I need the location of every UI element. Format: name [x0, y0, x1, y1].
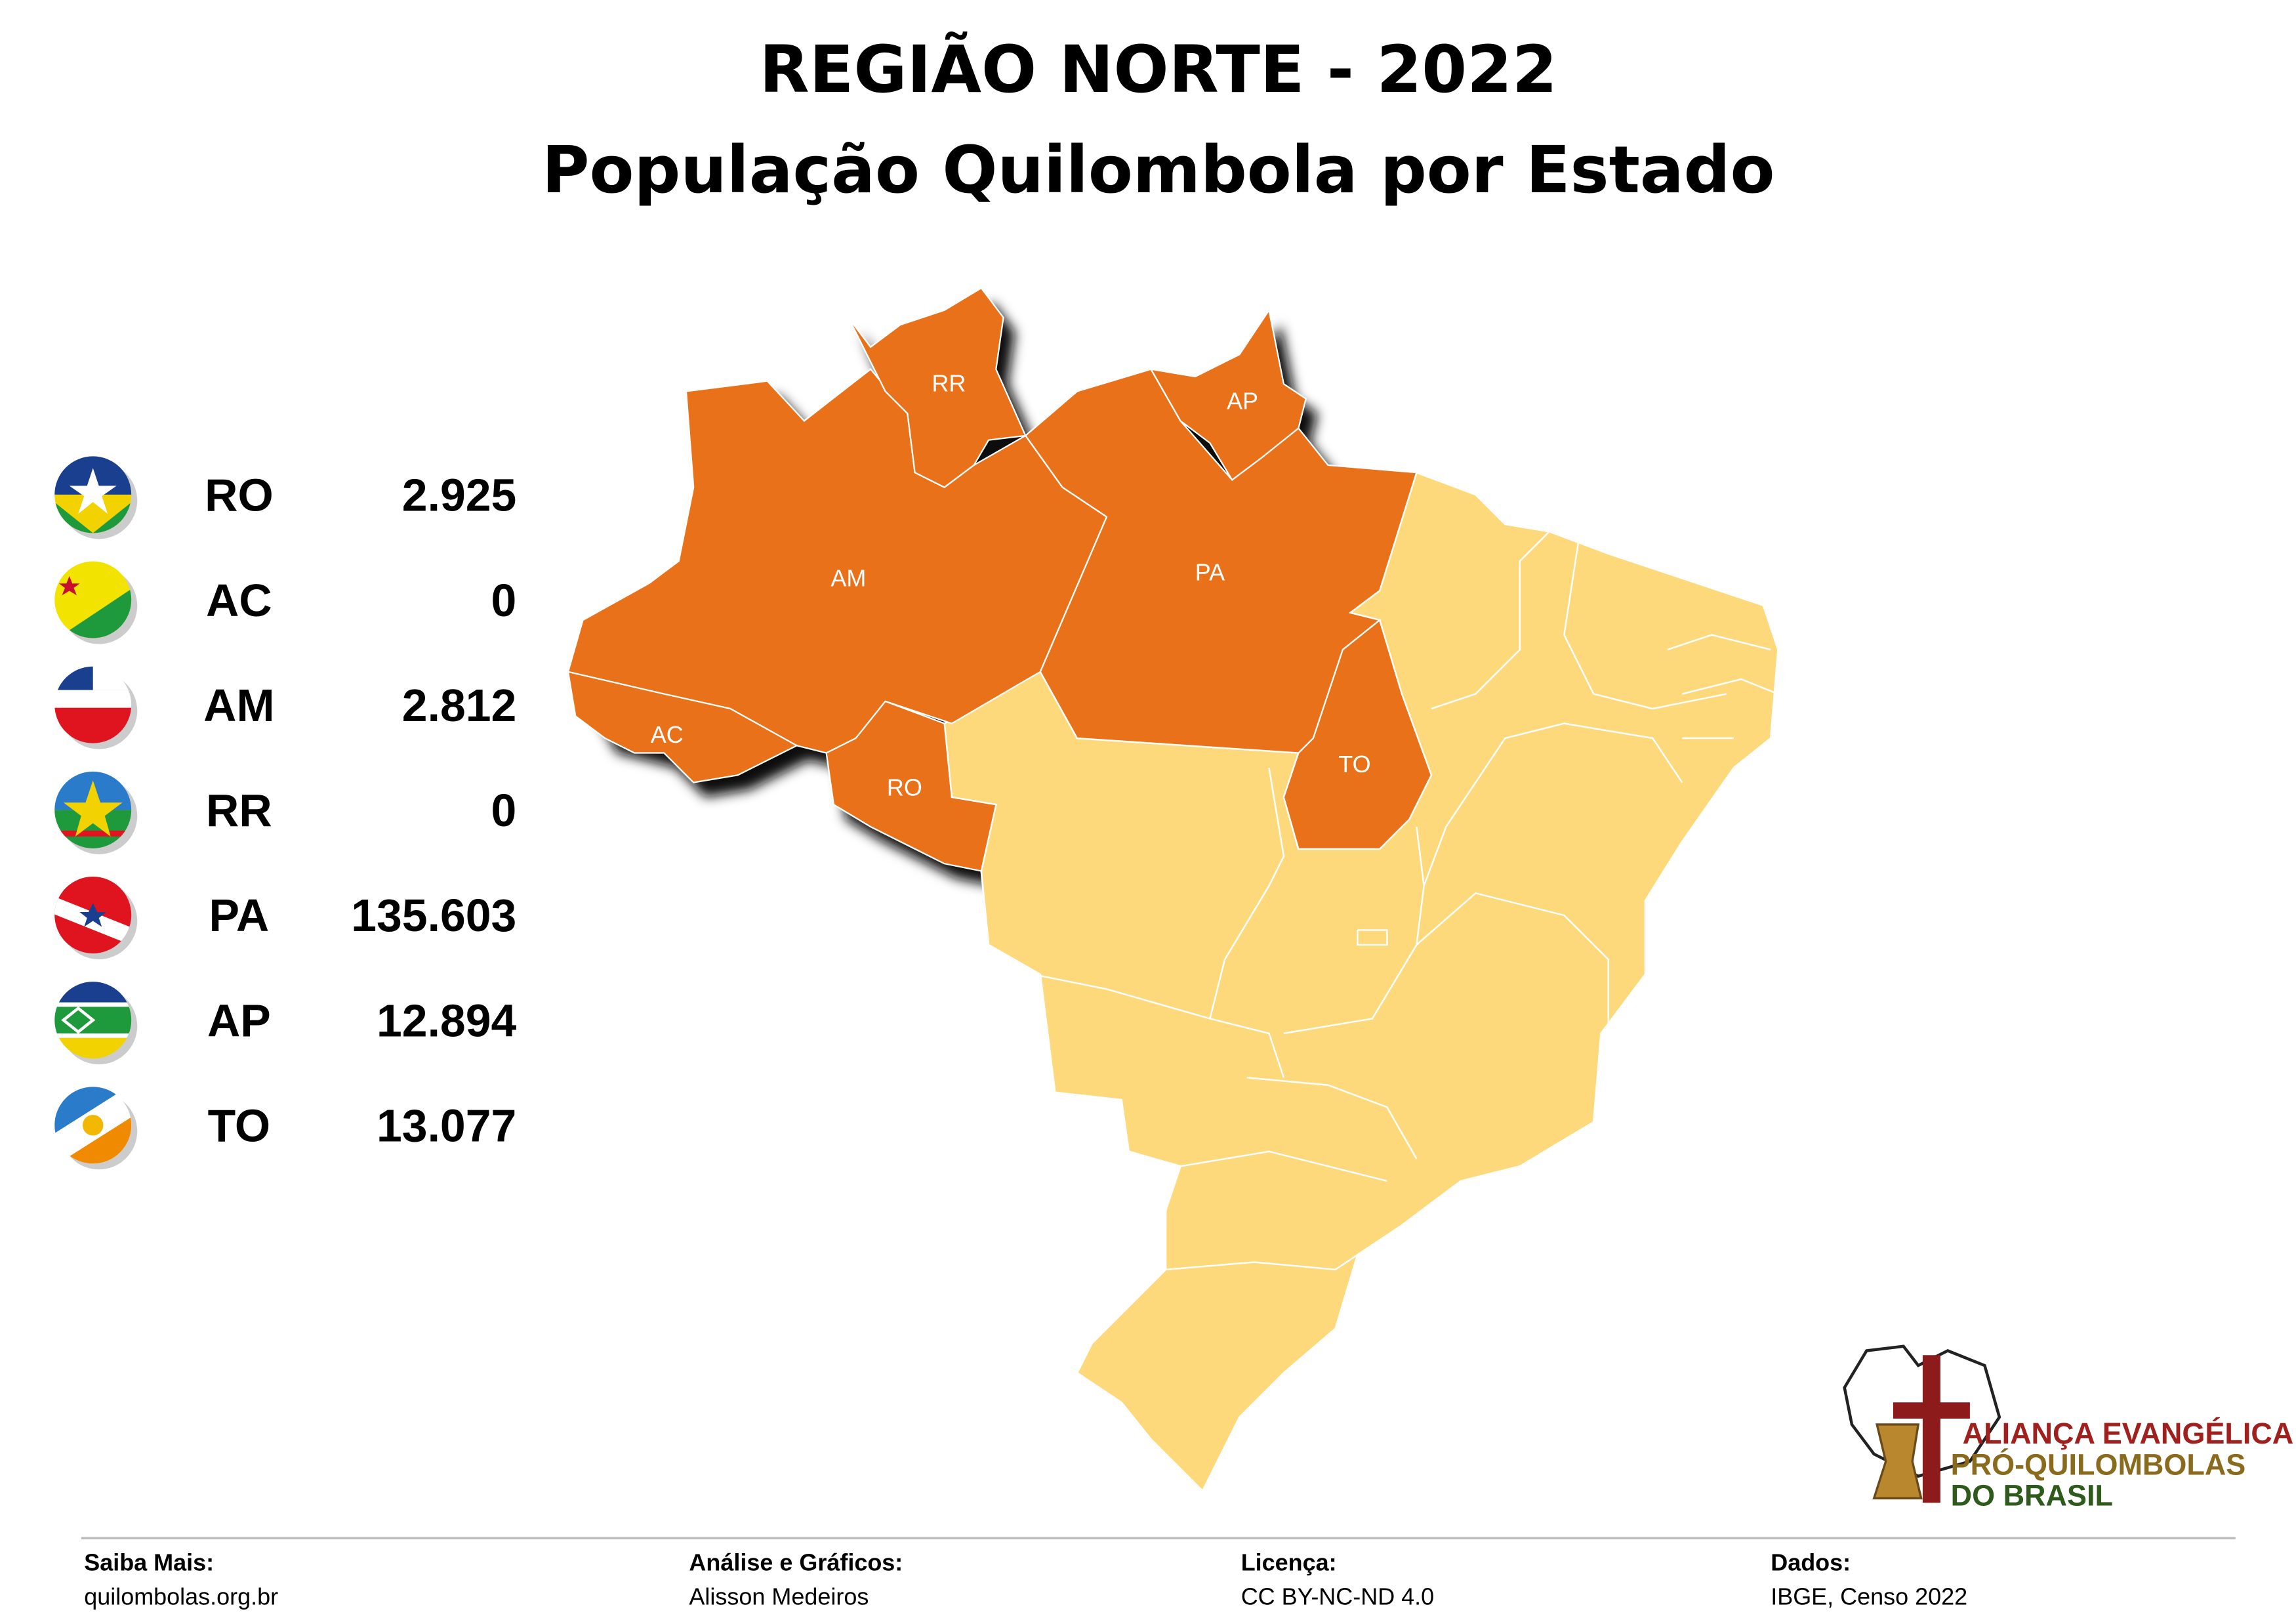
- map-label: RR: [932, 369, 966, 396]
- state-value: 0: [491, 575, 516, 626]
- flag-part: [69, 468, 117, 514]
- map: RR AP AM PA AC RO TO: [567, 287, 1779, 1493]
- footer-label: Dados:: [1771, 1549, 1851, 1576]
- footer-text: CC BY-NC-ND 4.0: [1241, 1583, 1434, 1610]
- logo-cross: [1922, 1355, 1940, 1503]
- flag-part: [54, 690, 132, 708]
- flag-body: [54, 561, 132, 638]
- flag-body: [54, 877, 132, 953]
- flag-part: [54, 830, 132, 837]
- state-shape: [1149, 308, 1307, 482]
- map-label: AC: [651, 721, 684, 748]
- map-label: AP: [1227, 387, 1258, 414]
- title: REGIÃO NORTE - 2022: [760, 31, 1557, 108]
- border: [1246, 1077, 1418, 1159]
- logo-text: DO BRASIL: [1951, 1479, 2113, 1512]
- state-value: 2.925: [402, 470, 516, 521]
- state-code: AP: [207, 995, 271, 1046]
- footer-label: Licença:: [1241, 1549, 1337, 1576]
- border: [1431, 531, 1550, 710]
- state-code: AM: [203, 680, 274, 731]
- state-code: AC: [206, 575, 272, 626]
- map-label: TO: [1338, 751, 1370, 778]
- map-label: PA: [1195, 558, 1225, 585]
- flag-part: [82, 1115, 104, 1136]
- flag: [54, 1087, 132, 1164]
- border: [1563, 539, 1727, 710]
- flag-part: [79, 903, 106, 927]
- state-shape: [1282, 619, 1433, 850]
- border: [1667, 634, 1771, 651]
- state-shape: [1024, 368, 1418, 754]
- state-code: RO: [205, 470, 274, 521]
- border: [1033, 973, 1210, 1020]
- flag-body: [54, 1087, 132, 1164]
- footer-text: quilombolas.org.br: [84, 1583, 278, 1610]
- flag-part: [54, 1113, 132, 1164]
- border: [1208, 767, 1285, 1078]
- state-value: 12.894: [377, 995, 516, 1046]
- logo-text: PRÓ-QUILOMBOLAS: [1951, 1447, 2246, 1481]
- state-value: 2.812: [402, 680, 516, 731]
- logo-cross: [1893, 1402, 1970, 1419]
- flag: [54, 877, 132, 953]
- logo-outline: [1843, 1344, 2001, 1478]
- border: [1165, 1254, 1359, 1271]
- state-value: 135.603: [351, 890, 516, 941]
- state-value: 0: [491, 785, 516, 836]
- flag-part: [54, 1002, 132, 1007]
- state-code: PA: [209, 890, 270, 941]
- flag-part: [61, 1006, 96, 1034]
- border: [1180, 1150, 1387, 1182]
- flag-part: [63, 780, 123, 837]
- flag: [54, 561, 132, 638]
- north-states: [567, 287, 1433, 872]
- footer-label: Saiba Mais:: [84, 1549, 214, 1576]
- state-code: RR: [206, 785, 272, 836]
- state-shape: [567, 671, 799, 783]
- state-code: TO: [208, 1100, 271, 1152]
- subtitle: População Quilombola por Estado: [542, 133, 1775, 208]
- border: [1423, 722, 1683, 886]
- border: [1681, 678, 1778, 695]
- state-borders: [1033, 531, 1778, 1271]
- map-label: AM: [830, 564, 866, 591]
- flag-part: [58, 576, 80, 596]
- logo-pestle: [1872, 1423, 1923, 1500]
- footer: Saiba Mais: quilombolas.org.br Análise e G…: [84, 1549, 1967, 1610]
- flag-part: [54, 1033, 132, 1038]
- border: [1416, 892, 1610, 1033]
- border: [1357, 929, 1388, 946]
- logo: ALIANÇA EVANGÉLICA PRÓ-QUILOMBOLAS DO BR…: [1843, 1344, 2294, 1512]
- state-value: 13.077: [377, 1100, 516, 1152]
- footer-label: Análise e Gráficos:: [689, 1549, 903, 1576]
- state-shape: [848, 287, 1027, 488]
- flag-part: [54, 585, 132, 638]
- logo-text: ALIANÇA EVANGÉLICA: [1963, 1417, 2294, 1450]
- footer-text: Alisson Medeiros: [689, 1583, 869, 1610]
- state-shape: [825, 700, 997, 872]
- footer-text: IBGE, Censo 2022: [1771, 1583, 1967, 1610]
- legend: RO 2.925 AC 0 AM 2.812 RR 0 PA 135.603 AP 12.894 TO 1…: [54, 456, 516, 1170]
- map-labels: RR AP AM PA AC RO TO: [651, 369, 1371, 801]
- map-label: RO: [887, 774, 922, 801]
